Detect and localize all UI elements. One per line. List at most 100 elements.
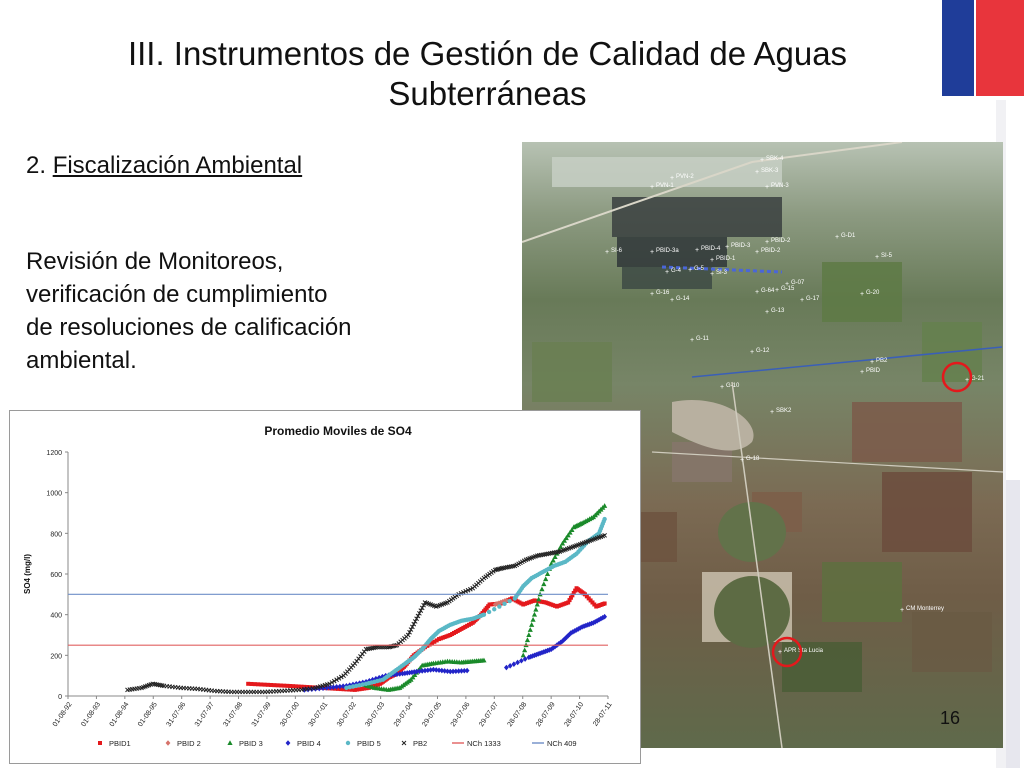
x-tick-label: 30-07-03 (364, 701, 386, 728)
map-well-label: SBK-4 (766, 156, 784, 162)
data-point (293, 684, 298, 689)
flag-blue-stripe (942, 0, 976, 96)
data-point (364, 686, 369, 691)
data-point (334, 684, 339, 690)
legend-swatch (345, 740, 351, 746)
data-point (502, 601, 507, 607)
legend-label: NCh 409 (547, 739, 577, 748)
data-point (503, 664, 509, 671)
data-point (305, 685, 310, 690)
data-point (362, 686, 367, 691)
x-tick-label: 29-07-05 (421, 701, 443, 728)
paragraph-line: Revisión de Monitoreos, (26, 248, 284, 275)
data-point (450, 668, 456, 675)
legend-label: PB2 (413, 739, 427, 748)
map-well-marker: + (965, 377, 969, 384)
map-well-marker: + (900, 607, 904, 614)
data-point (378, 644, 384, 650)
data-point (602, 533, 607, 538)
data-point (391, 671, 397, 678)
map-well-label: G-21 (971, 376, 985, 382)
data-point (252, 682, 257, 687)
data-point (563, 535, 569, 541)
map-field (882, 472, 972, 552)
map-well-label: SI-5 (881, 253, 893, 259)
legend-label: PBID1 (109, 739, 131, 748)
x-tick-label: 01-08-92 (52, 701, 74, 728)
map-well-label: PB2 (876, 358, 888, 364)
data-point (456, 668, 462, 674)
map-well-label: G-13 (771, 308, 785, 314)
slide-title-line1: III. Instrumentos de Gestión de Calidad … (127, 35, 848, 72)
map-well-marker: + (760, 157, 764, 164)
map-field (612, 197, 782, 237)
data-point (249, 681, 254, 686)
data-point (524, 637, 531, 643)
data-point (602, 516, 607, 522)
data-point (411, 621, 417, 627)
y-tick-label: 1200 (46, 450, 62, 457)
map-well-label: PBID-2 (761, 248, 781, 254)
y-tick-label: 800 (50, 531, 62, 538)
legend-label: PBID 4 (297, 739, 321, 748)
data-point (486, 609, 492, 615)
data-point (405, 632, 411, 638)
flag-gap (974, 0, 977, 96)
legend-item: PBID 5 (345, 739, 381, 748)
map-well-marker: + (690, 337, 694, 344)
data-point (530, 616, 536, 622)
paragraph-line: de resoluciones de calificación (26, 314, 352, 341)
so4-chart: Promedio Moviles de SO4 SO4 (mg/l) 0 200 400… (9, 410, 641, 764)
y-tick-label: 1000 (46, 491, 62, 498)
data-point (359, 686, 364, 691)
data-point (562, 635, 568, 642)
map-well-marker: + (875, 254, 879, 261)
x-tick-label: 28-07-09 (535, 701, 557, 728)
data-point (527, 627, 533, 632)
data-point (336, 686, 340, 691)
data-point (412, 619, 418, 624)
data-point (566, 600, 571, 605)
legend-item: PBID 3 (227, 739, 263, 748)
data-point (352, 687, 357, 692)
data-point (550, 645, 556, 651)
data-point (374, 644, 380, 650)
body-paragraph: Revisión de Monitoreos, verificación de … (26, 245, 466, 377)
x-tick-label: 30-07-02 (336, 701, 358, 728)
data-point (591, 620, 596, 626)
legend-item: NCh 1333 (452, 739, 501, 748)
x-tick-label: 28-07-11 (592, 701, 614, 728)
data-point (433, 667, 439, 673)
data-point (561, 537, 568, 543)
map-road (651, 451, 1003, 473)
map-well-marker: + (800, 297, 804, 304)
data-point (439, 667, 445, 674)
data-point (442, 668, 448, 674)
data-point (357, 682, 362, 688)
data-point (347, 684, 352, 690)
data-point (503, 597, 509, 604)
data-point (559, 540, 566, 546)
data-point (577, 625, 583, 631)
data-point (539, 586, 545, 592)
x-tick-label: 01-08-95 (137, 701, 159, 728)
data-point (532, 652, 537, 659)
data-point (404, 670, 410, 676)
data-point (481, 657, 487, 663)
map-well-label: G-20 (866, 290, 880, 296)
data-point (324, 685, 330, 691)
data-point (511, 661, 517, 667)
data-point (331, 678, 337, 684)
map-well-marker: + (870, 359, 874, 366)
data-point (447, 668, 453, 675)
data-point (492, 607, 497, 612)
data-point (327, 681, 332, 687)
data-point (397, 671, 403, 677)
data-point (415, 613, 421, 619)
data-point (296, 684, 301, 689)
map-well-marker: + (710, 257, 714, 264)
data-point (515, 659, 521, 666)
map-well-label: G-D1 (841, 233, 856, 239)
map-field (622, 267, 712, 289)
map-well-marker: + (670, 297, 674, 304)
